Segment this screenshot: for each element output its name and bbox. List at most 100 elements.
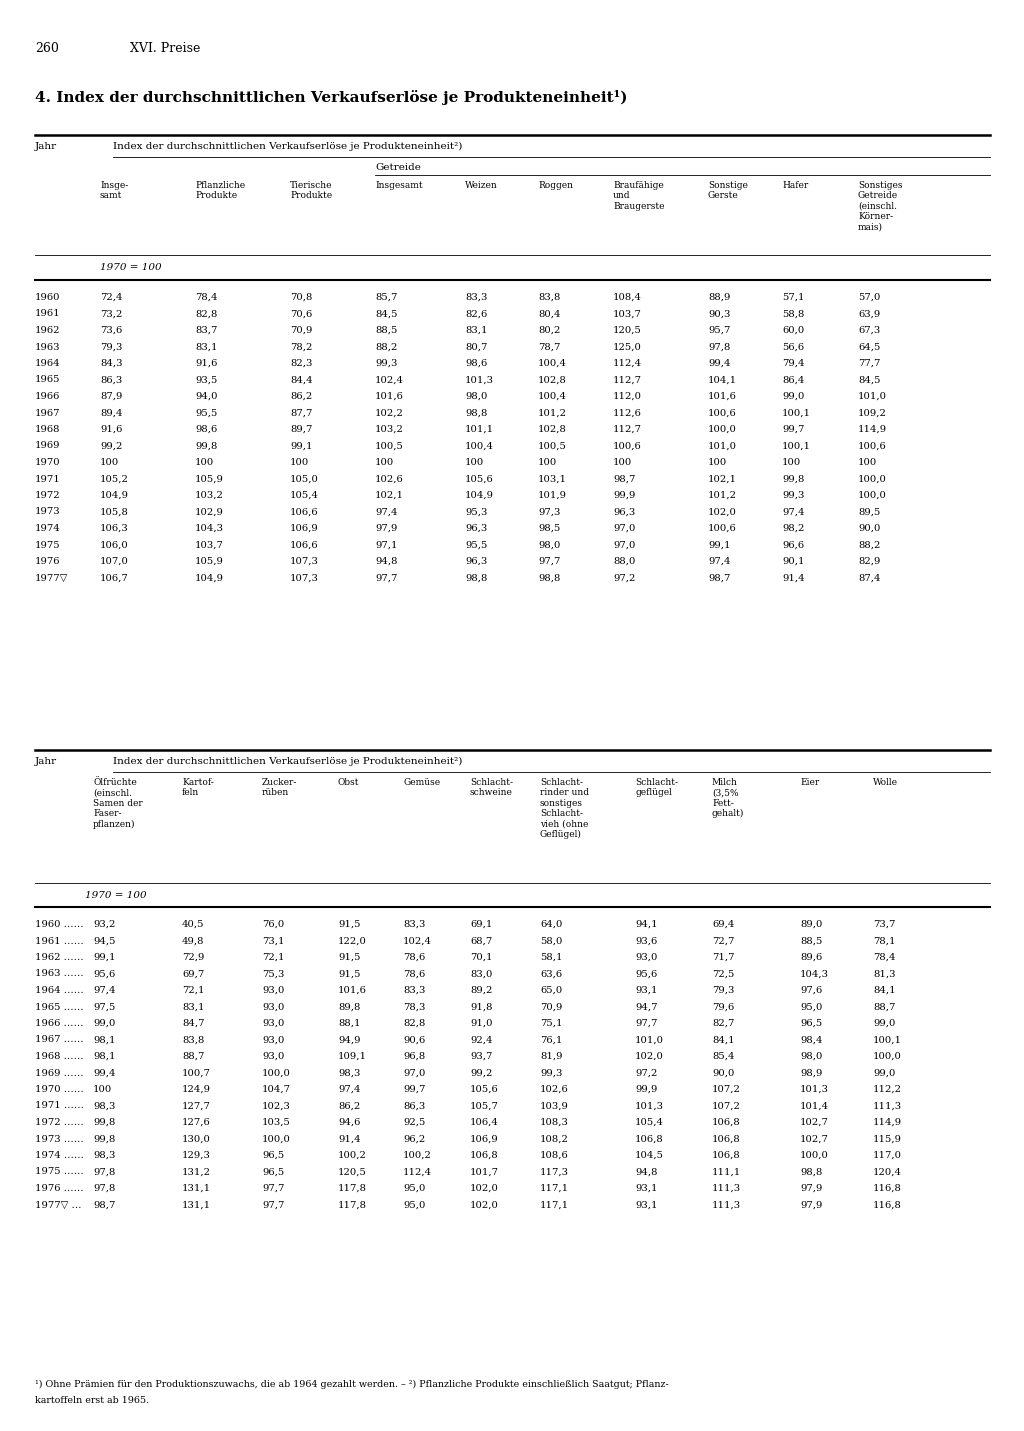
Text: 97,4: 97,4 <box>782 508 805 517</box>
Text: 106,8: 106,8 <box>712 1118 740 1128</box>
Text: 102,7: 102,7 <box>800 1118 828 1128</box>
Text: 77,7: 77,7 <box>858 359 881 368</box>
Text: 79,6: 79,6 <box>712 1003 734 1012</box>
Text: 70,1: 70,1 <box>470 953 493 962</box>
Text: 108,3: 108,3 <box>540 1118 569 1128</box>
Text: 112,4: 112,4 <box>403 1168 432 1176</box>
Text: 94,6: 94,6 <box>338 1118 360 1128</box>
Text: 95,5: 95,5 <box>465 541 487 550</box>
Text: 80,4: 80,4 <box>538 309 560 319</box>
Text: 106,4: 106,4 <box>470 1118 499 1128</box>
Text: 98,4: 98,4 <box>800 1036 822 1045</box>
Text: 86,3: 86,3 <box>403 1102 425 1110</box>
Text: 131,2: 131,2 <box>182 1168 211 1176</box>
Text: 95,0: 95,0 <box>800 1003 822 1012</box>
Text: 104,7: 104,7 <box>262 1085 291 1095</box>
Text: 58,0: 58,0 <box>540 936 562 946</box>
Text: 104,3: 104,3 <box>195 524 224 532</box>
Text: 95,3: 95,3 <box>465 508 487 517</box>
Text: 100: 100 <box>708 458 727 467</box>
Text: 106,6: 106,6 <box>290 541 318 550</box>
Text: 107,2: 107,2 <box>712 1102 741 1110</box>
Text: 98,8: 98,8 <box>538 574 560 582</box>
Text: 94,8: 94,8 <box>635 1168 657 1176</box>
Text: 103,2: 103,2 <box>375 425 403 434</box>
Text: 1973: 1973 <box>35 508 60 517</box>
Text: 94,5: 94,5 <box>93 936 116 946</box>
Text: 65,0: 65,0 <box>540 986 562 995</box>
Text: 83,3: 83,3 <box>465 293 487 302</box>
Text: 98,3: 98,3 <box>93 1102 116 1110</box>
Text: 86,3: 86,3 <box>100 375 122 385</box>
Text: 99,7: 99,7 <box>403 1085 425 1095</box>
Text: 101,6: 101,6 <box>338 986 367 995</box>
Text: 89,5: 89,5 <box>858 508 881 517</box>
Text: 97,9: 97,9 <box>375 524 397 532</box>
Text: 97,6: 97,6 <box>800 986 822 995</box>
Text: 106,8: 106,8 <box>470 1151 499 1161</box>
Text: 102,8: 102,8 <box>538 375 567 385</box>
Text: 95,0: 95,0 <box>403 1183 425 1193</box>
Text: Pflanzliche
Produkte: Pflanzliche Produkte <box>195 180 245 200</box>
Text: 1971 ……: 1971 …… <box>35 1102 84 1110</box>
Text: 108,6: 108,6 <box>540 1151 568 1161</box>
Text: 93,6: 93,6 <box>635 936 657 946</box>
Text: 1961: 1961 <box>35 309 60 319</box>
Text: Zucker-
rüben: Zucker- rüben <box>262 778 297 797</box>
Text: 1965: 1965 <box>35 375 60 385</box>
Text: 70,8: 70,8 <box>290 293 312 302</box>
Text: 94,0: 94,0 <box>195 392 217 401</box>
Text: 102,0: 102,0 <box>470 1201 499 1209</box>
Text: 87,9: 87,9 <box>100 392 123 401</box>
Text: 83,8: 83,8 <box>182 1036 205 1045</box>
Text: 87,7: 87,7 <box>290 408 312 418</box>
Text: 100,0: 100,0 <box>858 475 887 484</box>
Text: 101,1: 101,1 <box>465 425 495 434</box>
Text: 99,9: 99,9 <box>613 491 635 499</box>
Text: 100,6: 100,6 <box>613 442 642 451</box>
Text: 89,8: 89,8 <box>338 1003 360 1012</box>
Text: 72,5: 72,5 <box>712 969 734 979</box>
Text: 96,5: 96,5 <box>262 1168 285 1176</box>
Text: kartoffeln erst ab 1965.: kartoffeln erst ab 1965. <box>35 1397 150 1405</box>
Text: 96,8: 96,8 <box>403 1052 425 1060</box>
Text: 101,6: 101,6 <box>708 392 737 401</box>
Text: 1976 ……: 1976 …… <box>35 1183 84 1193</box>
Text: 100,0: 100,0 <box>262 1135 291 1143</box>
Text: 100,6: 100,6 <box>858 442 887 451</box>
Text: Eier: Eier <box>800 778 819 787</box>
Text: 124,9: 124,9 <box>182 1085 211 1095</box>
Text: 58,8: 58,8 <box>782 309 805 319</box>
Text: 99,3: 99,3 <box>782 491 805 499</box>
Text: 100: 100 <box>782 458 801 467</box>
Text: 100,0: 100,0 <box>858 491 887 499</box>
Text: 95,6: 95,6 <box>635 969 657 979</box>
Text: 1976: 1976 <box>35 557 60 567</box>
Text: 88,0: 88,0 <box>613 557 635 567</box>
Text: 99,3: 99,3 <box>540 1069 562 1078</box>
Text: 116,8: 116,8 <box>873 1201 902 1209</box>
Text: Schlacht-
rinder und
sonstiges
Schlacht-
vieh (ohne
Geflügel): Schlacht- rinder und sonstiges Schlacht-… <box>540 778 589 839</box>
Text: 97,4: 97,4 <box>708 557 730 567</box>
Text: 92,5: 92,5 <box>403 1118 425 1128</box>
Text: Ölfrüchte
(einschl.
Samen der
Faser-
pflanzen): Ölfrüchte (einschl. Samen der Faser- pfl… <box>93 778 142 829</box>
Text: 1969 ……: 1969 …… <box>35 1069 84 1078</box>
Text: Milch
(3,5%
Fett-
gehalt): Milch (3,5% Fett- gehalt) <box>712 778 744 819</box>
Text: 112,0: 112,0 <box>613 392 642 401</box>
Text: Sonstige
Gerste: Sonstige Gerste <box>708 180 748 200</box>
Text: 70,9: 70,9 <box>540 1003 562 1012</box>
Text: 101,4: 101,4 <box>800 1102 829 1110</box>
Text: 103,2: 103,2 <box>195 491 224 499</box>
Text: 84,1: 84,1 <box>712 1036 734 1045</box>
Text: 114,9: 114,9 <box>873 1118 902 1128</box>
Text: 102,7: 102,7 <box>800 1135 828 1143</box>
Text: 70,9: 70,9 <box>290 326 312 335</box>
Text: 99,0: 99,0 <box>782 392 805 401</box>
Text: 88,5: 88,5 <box>800 936 822 946</box>
Text: 93,1: 93,1 <box>635 1183 657 1193</box>
Text: 99,8: 99,8 <box>782 475 805 484</box>
Text: 100,7: 100,7 <box>182 1069 211 1078</box>
Text: 120,5: 120,5 <box>613 326 642 335</box>
Text: 100,0: 100,0 <box>262 1069 291 1078</box>
Text: 97,8: 97,8 <box>93 1168 116 1176</box>
